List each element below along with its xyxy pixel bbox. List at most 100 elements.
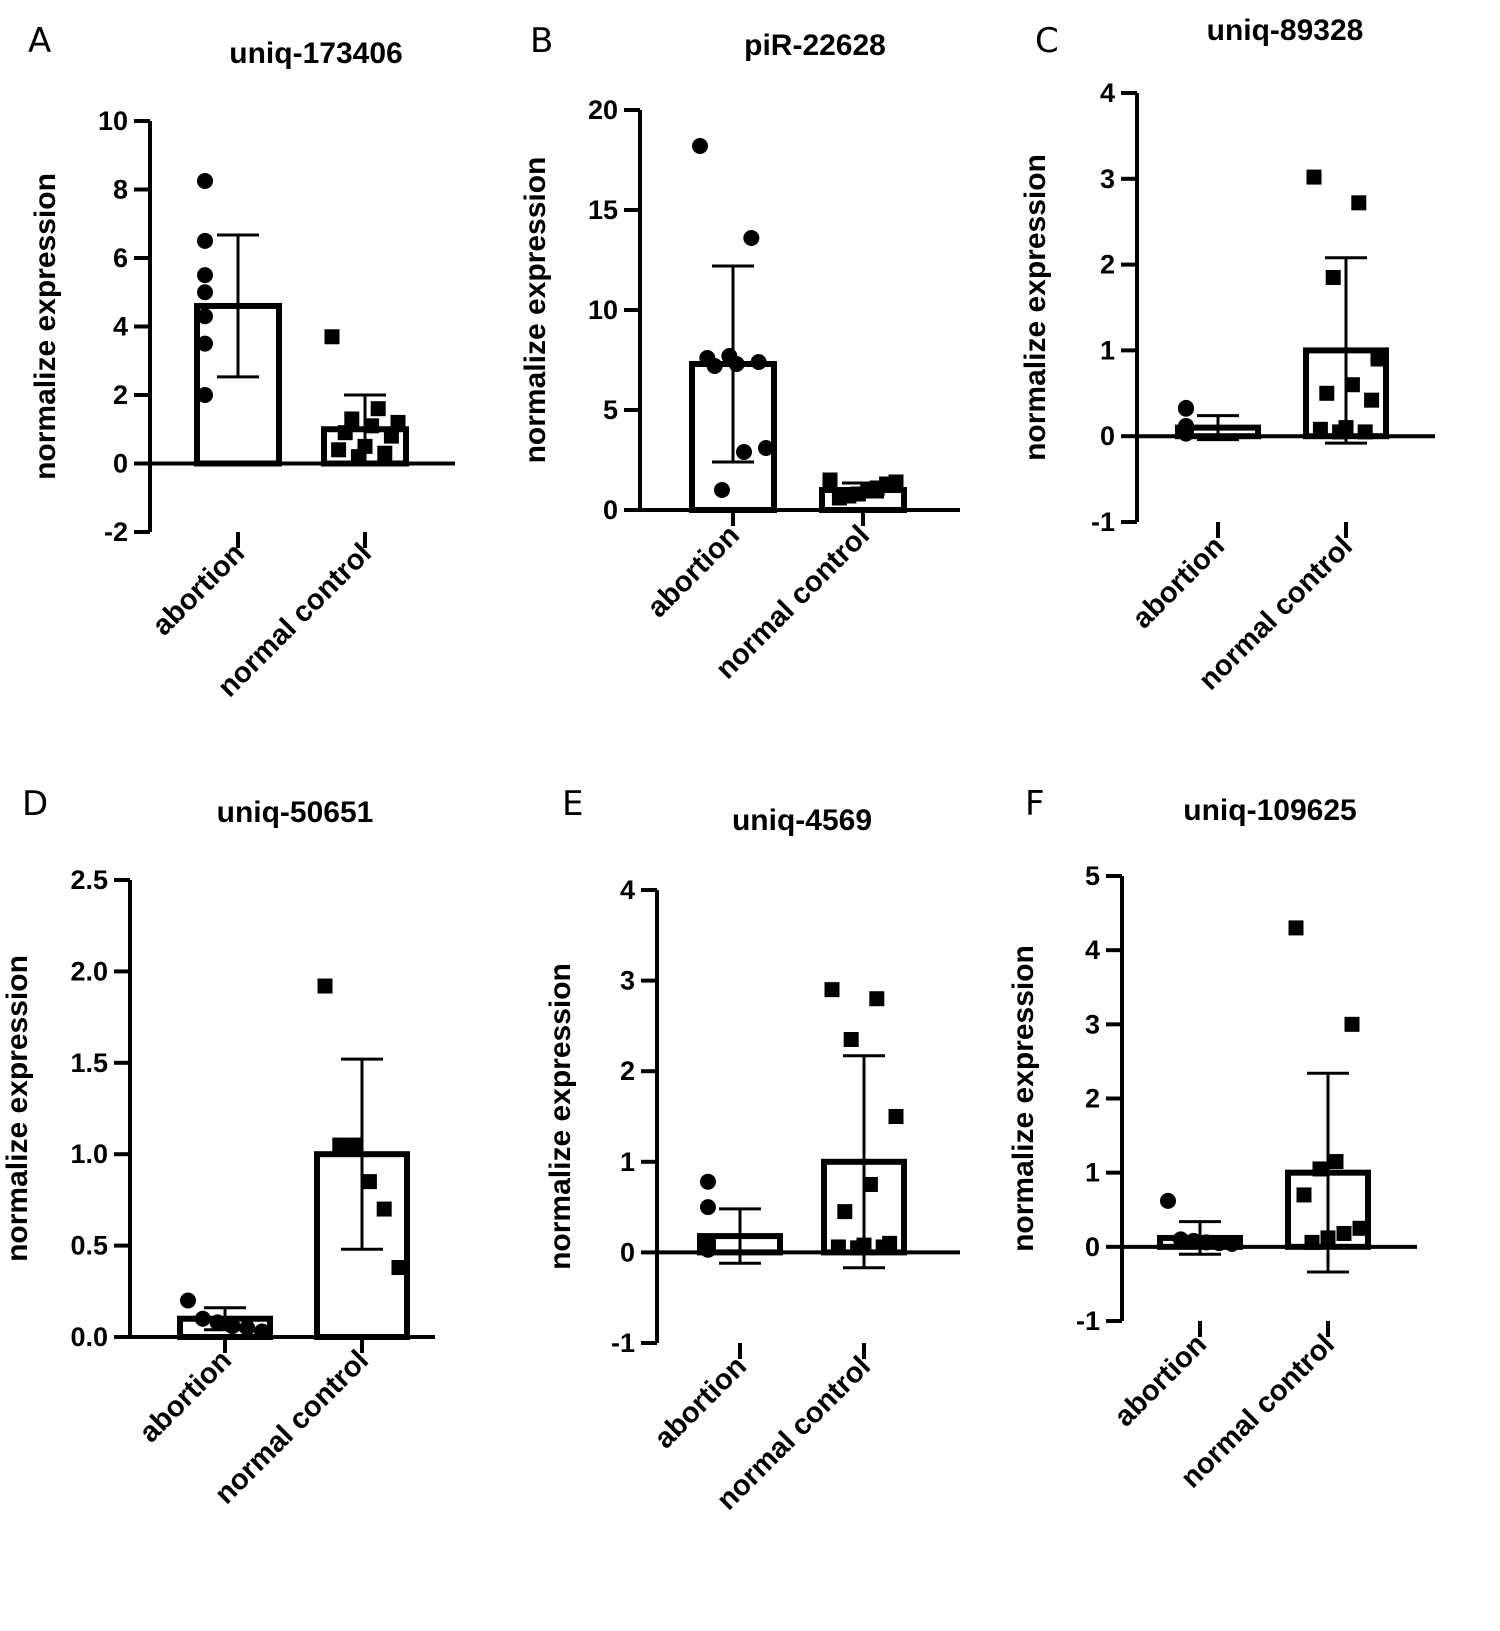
data-point <box>822 472 838 488</box>
y-tick-label: 1.5 <box>70 1048 108 1078</box>
data-point <box>850 1240 866 1256</box>
chart-title: uniq-173406 <box>229 37 402 70</box>
panel-letter: A <box>28 21 51 61</box>
data-point <box>1332 424 1348 440</box>
y-tick-label: 2.0 <box>70 956 108 986</box>
data-point <box>714 482 730 498</box>
data-point <box>1211 1235 1228 1252</box>
y-tick-label: 6 <box>113 243 128 273</box>
data-point <box>317 978 333 994</box>
data-point <box>1178 425 1194 442</box>
y-tick-label: 4 <box>1085 935 1100 965</box>
y-axis-label: normalize expression <box>1007 945 1040 1252</box>
data-point <box>743 230 760 246</box>
data-point <box>209 1314 226 1331</box>
data-point <box>376 1201 392 1217</box>
panel-letter: F <box>1025 784 1045 824</box>
data-point <box>364 418 380 434</box>
y-tick-label: 1.0 <box>70 1139 108 1169</box>
data-point <box>391 1260 407 1276</box>
chart-title: uniq-109625 <box>1183 794 1356 827</box>
data-point <box>337 425 353 441</box>
y-tick-label: -1 <box>1091 507 1115 537</box>
y-tick-label: 0 <box>620 1237 635 1267</box>
data-point <box>383 428 399 444</box>
data-point <box>837 1204 853 1220</box>
data-point <box>180 1292 196 1309</box>
chart-title: piR-22628 <box>744 29 886 62</box>
data-point <box>1304 1234 1320 1250</box>
data-point <box>224 1318 241 1335</box>
data-point <box>1352 1220 1368 1236</box>
y-tick-label: 1 <box>1085 1158 1100 1188</box>
y-axis-label: normalize expression <box>1019 154 1052 461</box>
y-axis-label: normalize expression <box>1 955 34 1262</box>
panel-letter: D <box>22 784 48 824</box>
data-point <box>1224 1235 1240 1252</box>
data-point <box>831 490 847 506</box>
data-point <box>1319 385 1335 401</box>
y-tick-label: -1 <box>611 1328 635 1358</box>
data-point <box>1296 1187 1312 1203</box>
data-point <box>1198 1234 1215 1251</box>
data-point <box>1370 351 1386 367</box>
data-point <box>197 308 213 325</box>
y-tick-label: 10 <box>588 295 618 325</box>
data-point <box>1364 392 1380 408</box>
data-point <box>197 335 213 352</box>
data-point <box>1306 169 1322 185</box>
data-point <box>1357 424 1373 440</box>
y-axis-label: normalize expression <box>519 157 552 464</box>
data-point <box>332 1137 348 1153</box>
data-point <box>728 356 745 372</box>
y-tick-label: 0.0 <box>70 1322 108 1352</box>
data-point <box>824 982 840 998</box>
x-tick-label: abortion <box>146 537 251 642</box>
data-point <box>700 1241 716 1258</box>
data-point <box>1288 920 1304 936</box>
data-point <box>361 1174 377 1190</box>
y-tick-label: 0 <box>1085 1232 1100 1262</box>
y-tick-label: 4 <box>1100 78 1115 108</box>
y-tick-label: 20 <box>588 95 618 125</box>
data-point <box>370 401 386 417</box>
y-tick-label: 2 <box>620 1056 635 1086</box>
panel-letter: C <box>1035 21 1059 61</box>
data-point <box>1336 1225 1352 1241</box>
y-tick-label: 2 <box>1100 250 1115 280</box>
data-point <box>1312 421 1328 437</box>
chart-title: uniq-89328 <box>1207 14 1364 47</box>
data-point <box>197 387 213 403</box>
data-point <box>830 1239 846 1255</box>
y-tick-label: 0 <box>603 495 618 525</box>
panel-letter: E <box>562 784 583 824</box>
data-point <box>758 440 774 456</box>
chart-title: uniq-4569 <box>732 804 872 837</box>
y-tick-label: 8 <box>113 175 128 205</box>
panel-letter: B <box>530 21 553 61</box>
y-tick-label: 15 <box>588 195 618 225</box>
data-point <box>1185 1232 1202 1249</box>
data-point <box>875 1239 891 1255</box>
y-tick-label: 10 <box>98 106 128 136</box>
data-point <box>194 1310 211 1327</box>
data-point <box>1320 1230 1336 1246</box>
y-tick-label: 2.5 <box>70 865 108 895</box>
y-tick-label: 5 <box>1085 861 1100 891</box>
data-point <box>324 329 340 345</box>
y-tick-label: 0.5 <box>70 1231 108 1261</box>
y-axis-label: normalize expression <box>29 173 62 480</box>
y-tick-label: 1 <box>620 1147 635 1177</box>
y-tick-label: 2 <box>113 380 128 410</box>
data-point <box>1312 1161 1328 1177</box>
data-point <box>377 445 393 461</box>
data-point <box>331 442 347 458</box>
y-tick-label: 0 <box>1100 421 1115 451</box>
x-tick-label: abortion <box>641 519 746 624</box>
data-point <box>390 414 406 430</box>
y-tick-label: 0 <box>113 449 128 479</box>
data-point <box>197 172 213 189</box>
